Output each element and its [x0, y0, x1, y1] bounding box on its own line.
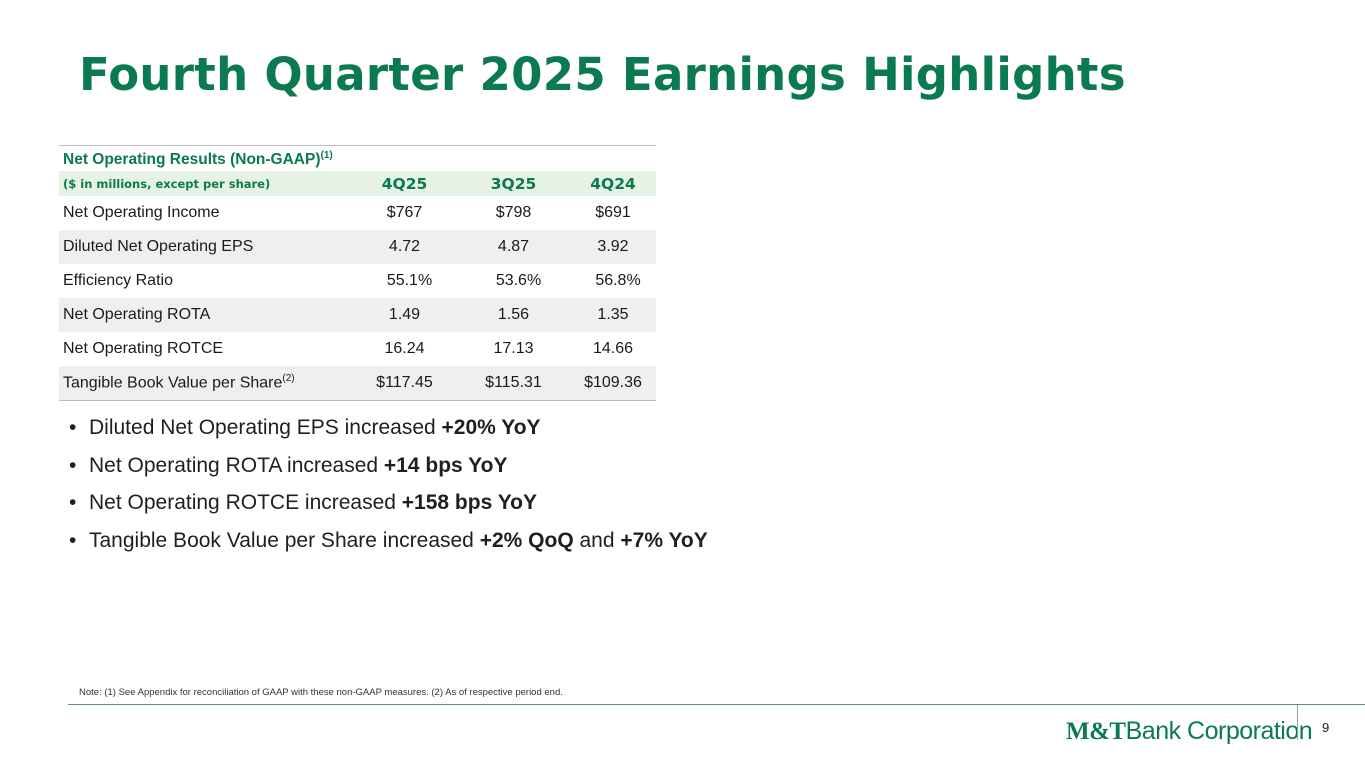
- units-label: ($ in millions, except per share): [59, 171, 348, 196]
- bullet-emphasis: +14 bps YoY: [383, 453, 508, 477]
- cell-value: 1.49: [348, 298, 457, 332]
- column-header-4q24: 4Q24: [566, 171, 656, 196]
- table-row-efficiency-ratio: Efficiency Ratio 55.1% 53.6% 56.8%: [59, 264, 656, 298]
- row-label: Net Operating ROTA: [59, 298, 348, 332]
- table-row-diluted-eps: Diluted Net Operating EPS 4.72 4.87 3.92: [59, 230, 656, 264]
- bullet-text: Net Operating ROTCE increased: [89, 491, 402, 514]
- company-logo: M&TBank Corporation: [1066, 717, 1313, 746]
- table-row-rota: Net Operating ROTA 1.49 1.56 1.35: [59, 298, 656, 332]
- logo-wordmark: Bank Corporation: [1125, 717, 1313, 745]
- column-header-4q25: 4Q25: [348, 171, 457, 196]
- bullet-emphasis: +2% QoQ: [479, 528, 574, 552]
- row-footnote: (2): [282, 373, 295, 385]
- table-caption-text: Net Operating Results (Non-GAAP): [63, 151, 321, 169]
- cell-value: 4.87: [457, 230, 566, 264]
- cell-value: $115.31: [457, 366, 566, 401]
- cell-value: 16.24: [384, 340, 425, 357]
- table-caption: Net Operating Results (Non-GAAP)(1): [59, 145, 656, 171]
- table-caption-footnote: (1): [320, 149, 333, 161]
- cell-value: 4.72: [348, 230, 457, 264]
- cell-value: 17.13: [493, 340, 534, 357]
- cell-value: 3.92: [566, 230, 656, 264]
- bullet-icon: •: [69, 453, 77, 477]
- page-number: 9: [1322, 720, 1330, 735]
- row-label: Net Operating ROTCE: [63, 340, 224, 357]
- column-header-3q25: 3Q25: [457, 171, 566, 196]
- bullet-emphasis: +7% YoY: [620, 528, 708, 552]
- cell-value: 56.8%: [595, 272, 641, 289]
- bullet-text: Net Operating ROTA increased: [89, 453, 384, 477]
- cell-value: 1.35: [566, 298, 656, 332]
- list-item: • Diluted Net Operating EPS increased +20…: [69, 411, 708, 449]
- list-item: • Net Operating ROTCE increased +158 bps …: [69, 486, 708, 524]
- table-caption-row: Net Operating Results (Non-GAAP)(1): [59, 145, 656, 171]
- row-label: Net Operating Income: [63, 204, 220, 221]
- cell-value: 14.66: [592, 340, 634, 357]
- row-label: Tangible Book Value per Share: [63, 374, 283, 392]
- cell-value: $691: [595, 204, 631, 221]
- page-title: Fourth Quarter 2025 Earnings Highlights: [79, 48, 1126, 101]
- row-label: Efficiency Ratio: [63, 272, 173, 289]
- table-row-tangible-book-value: Tangible Book Value per Share(2) $117.45…: [59, 366, 656, 401]
- list-item: • Tangible Book Value per Share increased…: [69, 524, 708, 562]
- cell-value: $109.36: [566, 366, 656, 401]
- bullet-icon: •: [69, 491, 77, 514]
- footer-divider: [68, 704, 1365, 705]
- table-row-net-operating-income: Net Operating Income $767 $798 $691: [59, 196, 656, 230]
- cell-value: $798: [495, 204, 532, 221]
- list-item: • Net Operating ROTA increased +14 bps Yo…: [69, 449, 708, 487]
- cell-value: $767: [386, 204, 423, 221]
- row-label-cell: Tangible Book Value per Share(2): [59, 366, 348, 401]
- cell-value: 53.6%: [495, 272, 542, 289]
- bullet-icon: •: [69, 416, 77, 439]
- row-label: Diluted Net Operating EPS: [59, 230, 348, 264]
- cell-value: 1.56: [457, 298, 566, 332]
- table-row-rotce: Net Operating ROTCE 16.24 17.13 14.66: [59, 332, 656, 366]
- bullet-emphasis: +20% YoY: [441, 416, 541, 439]
- footnote: Note: (1) See Appendix for reconciliatio…: [79, 687, 563, 698]
- bullet-text: Tangible Book Value per Share increased: [89, 528, 480, 552]
- bullet-connector: and: [573, 528, 621, 552]
- highlights-list: • Diluted Net Operating EPS increased +20…: [69, 411, 708, 561]
- cell-value: $117.45: [348, 366, 457, 401]
- bullet-emphasis: +158 bps YoY: [401, 491, 538, 514]
- bullet-text: Diluted Net Operating EPS increased: [89, 416, 442, 439]
- cell-value: 55.1%: [386, 272, 433, 289]
- logo-mark: M&T: [1066, 718, 1126, 745]
- bullet-icon: •: [69, 528, 77, 552]
- footer-separator: [1297, 705, 1298, 740]
- table-header-row: ($ in millions, except per share) 4Q25 3…: [59, 171, 656, 196]
- net-operating-results-table: Net Operating Results (Non-GAAP)(1) ($ i…: [59, 145, 656, 401]
